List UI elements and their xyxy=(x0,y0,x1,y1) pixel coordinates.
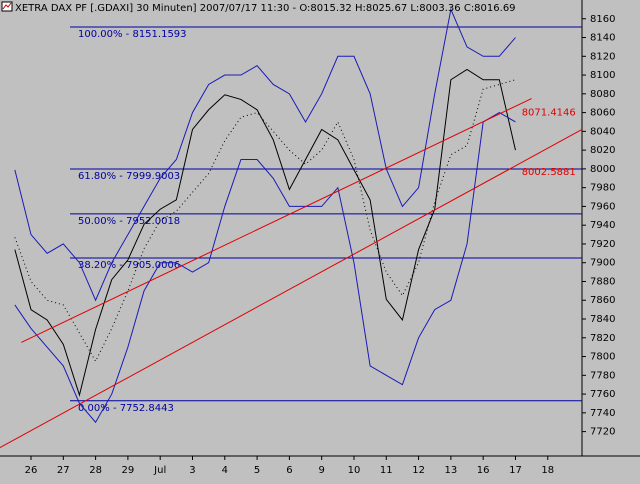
y-tick-label: 7900 xyxy=(590,258,615,269)
y-tick-label: 8000 xyxy=(590,164,615,175)
x-tick-label: 3 xyxy=(189,465,195,476)
fib-label: 38.20% - 7905.0006 xyxy=(78,260,180,271)
x-tick-label: 28 xyxy=(89,465,102,476)
x-tick-label: 11 xyxy=(380,465,393,476)
x-tick-label: 9 xyxy=(318,465,324,476)
fib-label: 50.00% - 7952.0018 xyxy=(78,216,180,227)
y-tick-label: 7800 xyxy=(590,352,615,363)
fib-label: 0.00% - 7752.8443 xyxy=(78,403,174,414)
x-tick-label: 6 xyxy=(286,465,292,476)
y-tick-label: 8160 xyxy=(590,14,615,25)
y-tick-label: 7860 xyxy=(590,295,615,306)
x-tick-label: 4 xyxy=(222,465,228,476)
x-tick-label: 10 xyxy=(348,465,361,476)
fib-label: 61.80% - 7999.9003 xyxy=(78,171,180,182)
y-tick-label: 7720 xyxy=(590,427,615,438)
chart-title: XETRA DAX PF [.GDAXI] 30 Minuten] 2007/0… xyxy=(15,3,516,14)
fib-label: 100.00% - 8151.1593 xyxy=(78,29,187,40)
x-tick-label: 26 xyxy=(25,465,38,476)
y-tick-label: 7880 xyxy=(590,276,615,287)
x-tick-label: 16 xyxy=(477,465,490,476)
y-tick-label: 7740 xyxy=(590,408,615,419)
x-tick-label: 27 xyxy=(57,465,70,476)
trendline-label: 8002.5881 xyxy=(522,167,576,178)
indicator-line xyxy=(14,7,516,302)
y-tick-label: 7840 xyxy=(590,314,615,325)
x-tick-label: Jul xyxy=(153,465,166,476)
y-tick-label: 8020 xyxy=(590,145,615,156)
y-tick-label: 8120 xyxy=(590,51,615,62)
y-tick-label: 7940 xyxy=(590,220,615,231)
trendline xyxy=(21,98,532,343)
plot-area xyxy=(0,0,582,456)
y-tick-label: 7920 xyxy=(590,239,615,250)
x-tick-label: 5 xyxy=(254,465,260,476)
y-tick-label: 8040 xyxy=(590,126,615,137)
y-tick-label: 8060 xyxy=(590,108,615,119)
x-tick-label: 29 xyxy=(122,465,135,476)
y-tick-label: 7820 xyxy=(590,333,615,344)
indicator-line xyxy=(14,112,516,424)
x-tick-label: 13 xyxy=(445,465,458,476)
trendline-label: 8071.4146 xyxy=(522,108,576,119)
y-tick-label: 7980 xyxy=(590,183,615,194)
x-tick-label: 18 xyxy=(541,465,554,476)
y-tick-label: 8080 xyxy=(590,89,615,100)
x-tick-label: 12 xyxy=(412,465,425,476)
y-tick-label: 8100 xyxy=(590,70,615,81)
chart-icon xyxy=(2,2,12,10)
trendline xyxy=(0,129,583,448)
y-tick-label: 8140 xyxy=(590,33,615,44)
y-tick-label: 7780 xyxy=(590,370,615,381)
price-line xyxy=(14,68,516,397)
y-tick-label: 7960 xyxy=(590,201,615,212)
y-tick-label: 7760 xyxy=(590,389,615,400)
x-tick-label: 17 xyxy=(509,465,522,476)
